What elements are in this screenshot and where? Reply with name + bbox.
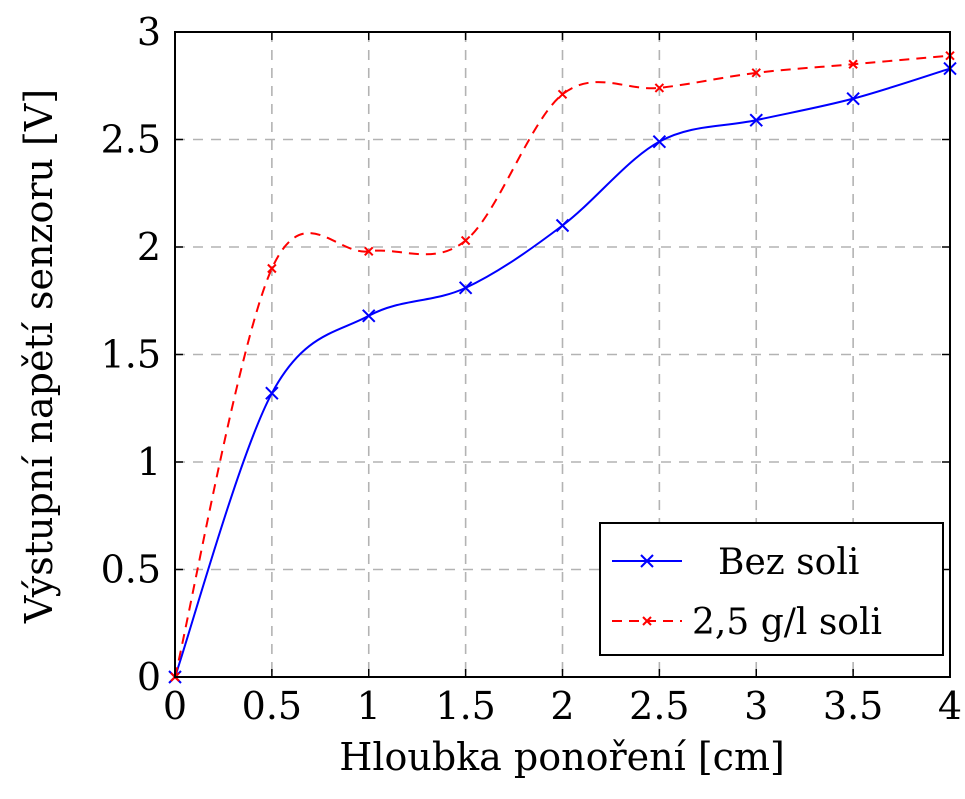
x-tick-label: 2.5	[629, 684, 689, 728]
legend-label-bez-soli: Bez soli	[718, 542, 859, 583]
data-point-series-0	[749, 113, 763, 127]
data-point-series-1	[557, 89, 568, 100]
x-axis-title: Hloubka ponoření [cm]	[339, 735, 785, 779]
legend-label-slana-voda: 2,5 g/l soli	[692, 602, 882, 643]
legend-marker-slana-voda	[642, 616, 652, 626]
series-line-0	[174, 67, 951, 678]
data-point-series-1	[364, 246, 374, 257]
data-point-series-1	[460, 235, 471, 246]
y-tick-label: 3	[137, 10, 161, 54]
legend-box	[599, 522, 944, 656]
y-tick-label: 0	[137, 655, 161, 699]
data-point-series-0	[265, 386, 279, 400]
y-tick-label: 1.5	[101, 333, 161, 377]
data-point-series-1	[751, 68, 761, 78]
legend-marker-bez-soli	[640, 554, 654, 568]
data-point-series-0	[362, 309, 376, 323]
y-tick-label: 1	[137, 440, 161, 484]
series-layer	[168, 50, 957, 684]
x-tick-label: 2	[550, 684, 574, 728]
x-tick-label: 1	[357, 684, 381, 728]
data-point-series-0	[555, 218, 570, 233]
x-tick-label: 0.5	[242, 684, 302, 728]
x-tick-label: 4	[938, 684, 962, 728]
y-tick-label: 2	[137, 225, 161, 269]
data-point-series-1	[848, 59, 858, 69]
legend-marker-x	[642, 616, 652, 626]
data-point-series-1	[267, 263, 277, 274]
x-tick-label: 0	[163, 684, 187, 728]
x-tick-label: 1.5	[435, 684, 495, 728]
y-tick-label: 0.5	[101, 548, 161, 592]
legend-marker-x	[640, 554, 654, 568]
series-line-1	[174, 54, 951, 678]
x-tick-label: 3	[744, 684, 768, 728]
data-point-series-0	[458, 281, 473, 295]
y-axis-title: Výstupní napětí senzoru [V]	[17, 89, 61, 624]
y-tick-label: 2.5	[101, 118, 161, 162]
axis-ticks: 0 0.5 1 1.5 2 2.5 3 3.5 4 0 0.5 1 1.5 2 2.5 3	[101, 10, 963, 728]
data-point-series-0	[652, 134, 667, 149]
x-tick-label: 3.5	[823, 684, 883, 728]
legend: Bez soli 2,5 g/l soli	[599, 522, 944, 656]
data-point-series-0	[846, 91, 860, 106]
data-point-series-1	[654, 83, 665, 93]
